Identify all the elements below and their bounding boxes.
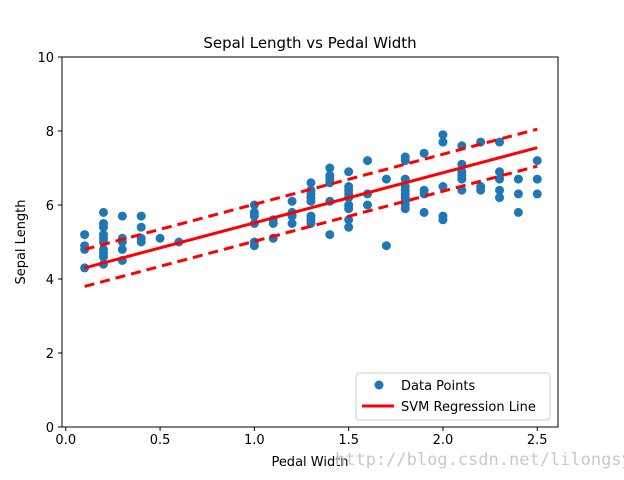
data-point	[344, 200, 354, 210]
data-point	[495, 185, 505, 195]
data-point	[419, 185, 429, 195]
data-point	[344, 167, 354, 177]
data-point	[344, 182, 354, 191]
lines-layer	[84, 127, 538, 288]
data-point	[381, 174, 391, 184]
data-point	[325, 163, 335, 173]
data-point	[419, 148, 429, 158]
lower-margin	[84, 164, 538, 288]
data-point	[136, 211, 146, 221]
legend-marker-data-points	[374, 380, 384, 390]
data-point	[287, 196, 297, 206]
data-point	[532, 189, 542, 199]
data-point	[495, 193, 505, 203]
data-point	[117, 211, 127, 221]
legend-label-data-points: Data Points	[401, 379, 475, 394]
y-tick-label: 2	[46, 347, 54, 362]
data-point	[136, 222, 146, 232]
data-point	[513, 189, 523, 199]
upper-margin	[84, 127, 538, 251]
y-tick-label: 10	[37, 51, 54, 66]
x-axis-ticks: 0.0 0.5 1.0 1.5 2.0 2.5	[55, 427, 548, 448]
data-point	[325, 170, 335, 180]
y-axis-label: Sepal Length	[14, 199, 29, 284]
x-tick-label: 1.5	[338, 433, 359, 448]
x-axis-label: Pedal Width	[271, 455, 348, 470]
data-point	[438, 130, 448, 140]
data-point	[98, 207, 108, 217]
y-axis-ticks: 0 2 4 6 8 10	[37, 51, 62, 436]
x-tick-label: 0.0	[55, 433, 76, 448]
data-point	[344, 222, 354, 232]
x-tick-label: 2.0	[433, 433, 454, 448]
data-point	[155, 233, 165, 243]
data-point	[438, 211, 448, 221]
data-point	[80, 230, 90, 240]
data-point	[344, 215, 354, 225]
y-tick-label: 6	[46, 199, 54, 214]
svm-regression-line	[84, 146, 538, 270]
data-point	[325, 230, 335, 240]
data-point	[438, 137, 448, 147]
x-tick-label: 0.5	[150, 433, 171, 448]
data-point	[419, 207, 429, 217]
data-point	[117, 244, 127, 254]
data-point	[513, 207, 523, 217]
data-point	[438, 182, 448, 191]
data-point	[513, 174, 523, 184]
data-point	[249, 207, 259, 217]
legend-box	[355, 372, 551, 421]
data-point	[98, 230, 108, 240]
y-tick-label: 8	[46, 125, 54, 140]
data-point	[532, 156, 542, 166]
plot-area	[61, 56, 559, 428]
data-point	[495, 167, 505, 177]
data-point	[363, 156, 373, 166]
y-tick-label: 4	[46, 273, 54, 288]
data-point	[476, 182, 486, 191]
legend-label-svm-line: SVM Regression Line	[401, 400, 536, 415]
data-point	[287, 219, 297, 228]
chart-title: Sepal Length vs Pedal Width	[203, 34, 416, 52]
data-point	[495, 137, 505, 147]
data-point	[98, 244, 108, 254]
data-point	[363, 200, 373, 210]
x-tick-label: 2.5	[527, 433, 548, 448]
data-point	[98, 219, 108, 228]
data-point	[306, 211, 316, 221]
legend: Data Points SVM Regression Line	[355, 372, 551, 421]
y-tick-label: 0	[46, 421, 54, 436]
data-point	[532, 174, 542, 184]
data-point	[381, 241, 391, 251]
axes-frame	[61, 56, 559, 428]
data-point	[495, 174, 505, 184]
watermark: http://blog.csdn.net/lilongsy	[335, 450, 624, 470]
data-point	[400, 152, 410, 162]
x-tick-label: 1.0	[244, 433, 265, 448]
data-point	[306, 178, 316, 188]
